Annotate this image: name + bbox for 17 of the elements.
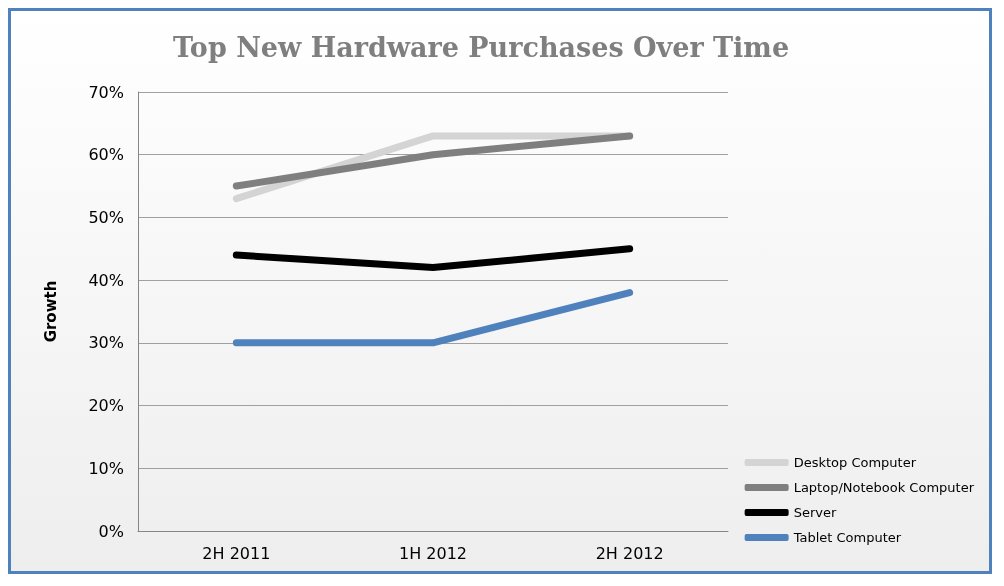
legend-label: Tablet Computer [792, 530, 902, 545]
y-tick-label: 30% [88, 333, 124, 353]
y-axis-title: Growth [41, 280, 60, 343]
legend-label: Server [793, 505, 837, 520]
legend-label: Desktop Computer [793, 455, 917, 470]
x-tick-label: 1H 2012 [398, 543, 468, 563]
y-tick-label: 40% [88, 270, 124, 290]
y-tick-label: 60% [88, 145, 124, 165]
y-tick-label: 0% [98, 521, 124, 541]
x-tick-label: 2H 2012 [595, 543, 664, 563]
x-tick-label: 2H 2011 [202, 543, 271, 563]
legend-label: Laptop/Notebook Computer [793, 480, 975, 495]
chart-title: Top New Hardware Purchases Over Time [172, 32, 790, 63]
y-tick-label: 50% [88, 207, 124, 227]
y-tick-label: 70% [88, 82, 124, 102]
y-tick-label: 10% [88, 458, 124, 478]
y-tick-label: 20% [88, 396, 124, 416]
